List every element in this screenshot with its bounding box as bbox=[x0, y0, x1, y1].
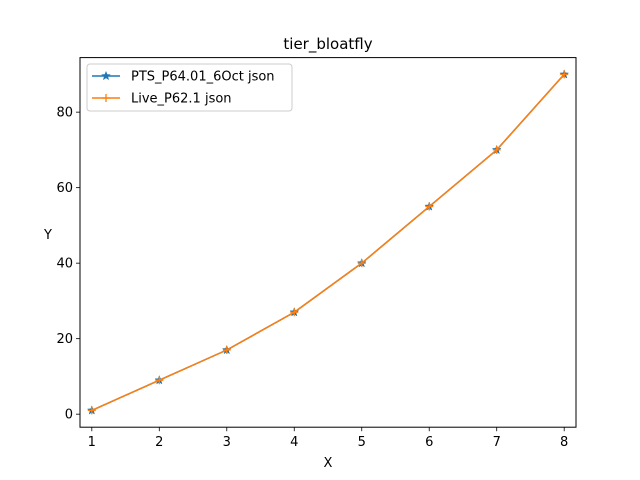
x-tick-label: 8 bbox=[560, 435, 568, 450]
data-point bbox=[560, 70, 569, 79]
series-layer bbox=[86, 69, 570, 415]
legend: PTS_P64.01_6Oct json Live_P62.1 json bbox=[86, 63, 293, 112]
x-tick-label: 2 bbox=[155, 435, 163, 450]
y-tick-label: 20 bbox=[56, 332, 73, 347]
legend-marker bbox=[102, 94, 110, 102]
legend-item: PTS_P64.01_6Oct json bbox=[92, 70, 275, 85]
x-tick-label: 5 bbox=[358, 435, 366, 450]
y-tick-label: 40 bbox=[56, 257, 73, 272]
y-tick-label: 0 bbox=[65, 408, 73, 423]
series-2 bbox=[87, 70, 569, 415]
legend-label: Live_P62.1 json bbox=[131, 92, 232, 107]
plot-frame bbox=[79, 57, 577, 428]
data-point bbox=[222, 345, 231, 354]
legend-item: Live_P62.1 json bbox=[92, 92, 232, 107]
chart-title: tier_bloatfly bbox=[283, 35, 372, 54]
legend-label: PTS_P64.01_6Oct json bbox=[131, 70, 275, 85]
legend-marker bbox=[101, 70, 111, 81]
legend-box bbox=[86, 63, 293, 112]
x-axis-ticks: 1 2 3 4 5 6 7 8 bbox=[88, 427, 568, 450]
data-point bbox=[87, 406, 96, 415]
series-line bbox=[91, 73, 565, 412]
data-point bbox=[425, 202, 434, 211]
y-tick-label: 60 bbox=[56, 181, 73, 196]
x-tick-label: 7 bbox=[493, 435, 501, 450]
x-tick-label: 6 bbox=[425, 435, 433, 450]
x-tick-label: 3 bbox=[223, 435, 231, 450]
data-point bbox=[290, 308, 299, 317]
data-point bbox=[492, 145, 501, 154]
y-tick-label: 80 bbox=[56, 106, 73, 121]
plot-area bbox=[80, 57, 576, 428]
x-tick-label: 1 bbox=[88, 435, 96, 450]
data-point bbox=[357, 259, 366, 268]
y-axis-ticks: 0 20 40 60 80 bbox=[56, 106, 80, 423]
data-point bbox=[155, 376, 164, 385]
y-axis-label: Y bbox=[43, 228, 52, 243]
x-axis-label: X bbox=[324, 456, 333, 471]
x-tick-label: 4 bbox=[290, 435, 298, 450]
